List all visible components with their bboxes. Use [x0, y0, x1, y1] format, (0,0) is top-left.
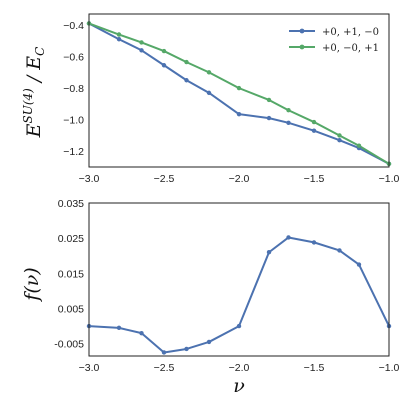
f-nu-series-points	[86, 235, 392, 355]
x-tick-label: −2.5	[154, 362, 175, 374]
data-point	[116, 37, 122, 42]
data-point	[286, 108, 291, 113]
data-point	[116, 32, 122, 37]
data-point	[161, 48, 167, 54]
y-tick-label: 0.025	[58, 233, 84, 245]
data-point	[337, 137, 342, 143]
x-tick-label: −1.0	[379, 362, 400, 374]
data-point	[184, 59, 189, 65]
x-tick-label: −1.0	[379, 173, 400, 185]
f-nu-chart: −3.0 −2.5 −2.0 −1.5 −1.0 0.035 0.025 0.015 0.00…	[21, 198, 400, 397]
x-tick-label: −1.5	[304, 173, 325, 185]
y-tick-label: −0.6	[63, 52, 84, 64]
data-point	[184, 346, 189, 352]
y-tick-label: −1.2	[63, 146, 84, 158]
x-tick-label: −3.0	[79, 362, 100, 374]
f-nu-series-line	[89, 236, 389, 354]
f-nu-x-ticks: −3.0 −2.5 −2.0 −1.5 −1.0	[79, 362, 400, 374]
legend-marker-series-1	[299, 28, 305, 34]
y-tick-label: −0.8	[63, 83, 84, 95]
y-tick-label: 0.015	[58, 268, 84, 280]
y-tick-label: −1.0	[63, 115, 84, 127]
energy-legend: +0, +1, −0 +0, −0, +1	[289, 27, 379, 54]
data-point	[311, 240, 317, 245]
data-point	[311, 119, 317, 125]
energy-y-ticks: −0.4 −0.6 −0.8 −1.0 −1.2	[63, 20, 84, 158]
data-point	[139, 48, 144, 53]
data-point	[139, 330, 144, 336]
data-point	[206, 90, 212, 96]
data-point	[139, 40, 144, 45]
y-tick-label: 0.005	[58, 304, 84, 316]
energy-chart: −3.0 −2.5 −2.0 −1.5 −1.0 −0.4 −0.6 −0.8 −1.0 −1.…	[21, 13, 400, 185]
x-tick-label: −1.5	[304, 362, 325, 374]
data-point	[337, 248, 342, 253]
x-tick-label: −2.5	[154, 173, 175, 185]
data-point	[161, 350, 167, 355]
data-point	[266, 250, 272, 255]
energy-y-axis-label: ESU(4) / EC	[21, 47, 47, 139]
legend-label-series-2: +0, −0, +1	[322, 43, 379, 54]
data-point	[337, 133, 342, 138]
f-nu-y-ticks: 0.035 0.025 0.015 0.005 -0.005	[54, 198, 84, 351]
legend-marker-series-2	[299, 44, 305, 50]
data-point	[266, 115, 272, 121]
energy-series-points	[86, 21, 392, 167]
data-point	[161, 63, 167, 68]
data-point	[356, 143, 362, 148]
data-point	[236, 323, 242, 329]
data-point	[206, 339, 212, 345]
nu-x-axis-label: ν	[233, 375, 245, 397]
x-tick-label: −3.0	[79, 173, 100, 185]
data-point	[184, 78, 189, 83]
data-point	[206, 70, 212, 75]
energy-x-ticks: −3.0 −2.5 −2.0 −1.5 −1.0	[79, 173, 400, 185]
data-point	[286, 120, 291, 126]
y-tick-label: −0.4	[63, 20, 84, 32]
series-line-1	[89, 236, 389, 354]
y-tick-label: 0.035	[58, 198, 84, 210]
f-nu-y-axis-label: f(ν)	[21, 267, 43, 302]
data-point	[116, 325, 122, 331]
data-point	[286, 235, 291, 240]
data-point	[236, 111, 242, 117]
data-point	[266, 97, 272, 103]
energy-plot-frame	[88, 13, 390, 168]
data-point	[236, 85, 242, 91]
x-tick-label: −2.0	[229, 173, 250, 185]
x-tick-label: −2.0	[229, 362, 250, 374]
data-point	[311, 128, 317, 133]
y-tick-label: -0.005	[54, 339, 84, 351]
data-point	[356, 262, 362, 267]
legend-label-series-1: +0, +1, −0	[322, 27, 379, 38]
f-nu-plot-frame	[88, 202, 390, 357]
